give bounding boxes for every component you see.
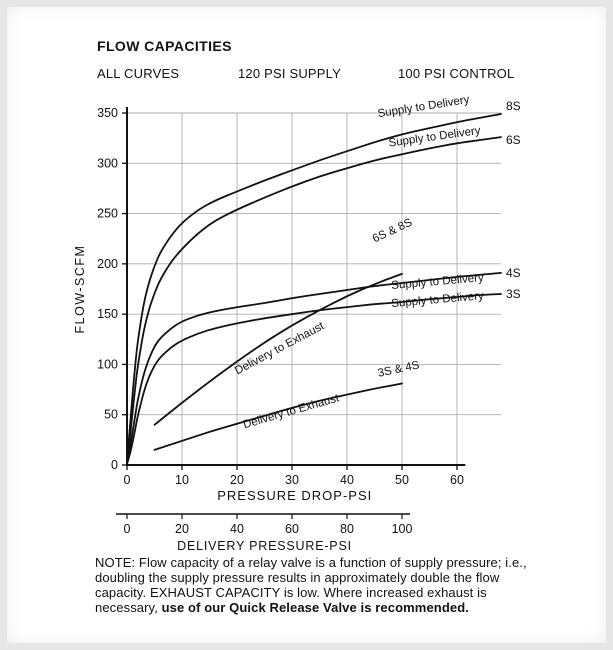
footnote: NOTE: Flow capacity of a relay valve is … [95,555,531,615]
svg-text:60: 60 [285,522,299,536]
svg-text:250: 250 [97,207,118,221]
y-axis-title: FLOW-SCFM [73,245,87,334]
curve-s2d-4s [126,272,502,464]
svg-text:80: 80 [340,522,354,536]
svg-text:100: 100 [392,522,413,536]
condition-control-pressure: 100 PSI CONTROL [398,66,515,81]
svg-text:60: 60 [450,473,464,487]
curve-s2d-8s [126,113,502,461]
curve-d2e-3s-4s [153,382,403,451]
footnote-bold-text: use of our Quick Release Valve is recomm… [161,600,469,616]
svg-text:50: 50 [395,473,409,487]
svg-text:6S & 8S: 6S & 8S [371,216,415,245]
svg-text:0: 0 [124,522,131,536]
svg-text:Supply to Delivery: Supply to Delivery [377,94,471,120]
delivery-pressure-axis: 0 20 40 60 80 100 DELIVERY PRESSURE-PSI [116,513,413,553]
svg-text:300: 300 [97,156,118,170]
curve-s2d-6s [126,136,502,463]
svg-text:100: 100 [97,357,118,371]
svg-text:150: 150 [97,307,118,321]
curves [126,113,502,465]
x-axis-title: PRESSURE DROP-PSI [217,488,372,503]
size-labels: 8S 6S 4S 3S [506,99,521,301]
grid [127,112,501,465]
tick-marks [122,112,458,470]
x-tick-labels: 0 10 20 30 40 50 60 [124,473,464,487]
footnote-text: NOTE: Flow capacity of a relay valve is … [95,555,527,616]
curve-s2d-3s [126,293,502,465]
svg-text:Delivery to Exhaust: Delivery to Exhaust [233,320,327,377]
svg-text:20: 20 [230,473,244,487]
svg-text:3S: 3S [506,287,521,301]
condition-supply-pressure: 120 PSI SUPPLY [238,66,342,81]
figure-title: FLOW CAPACITIES [97,38,232,54]
x2-axis-title: DELIVERY PRESSURE-PSI [177,539,352,553]
svg-text:Supply to Delivery: Supply to Delivery [391,290,485,310]
svg-text:0: 0 [111,458,118,472]
svg-text:350: 350 [97,106,118,120]
svg-text:200: 200 [97,257,118,271]
svg-text:4S: 4S [506,266,521,280]
svg-text:20: 20 [175,522,189,536]
svg-text:50: 50 [104,408,118,422]
svg-text:40: 40 [340,473,354,487]
condition-all-curves: ALL CURVES [97,66,180,81]
svg-text:3S & 4S: 3S & 4S [377,359,421,380]
svg-text:Supply to Delivery: Supply to Delivery [391,272,485,292]
y-tick-labels: 0 50 100 150 200 250 300 350 [97,106,118,472]
svg-text:0: 0 [124,473,131,487]
svg-text:6S: 6S [506,133,521,147]
svg-text:40: 40 [230,522,244,536]
svg-text:30: 30 [285,473,299,487]
flow-chart: 0 10 20 30 40 50 60050100150200250300350PRESSU… [73,94,521,553]
svg-text:8S: 8S [506,99,521,113]
svg-text:10: 10 [175,473,189,487]
curve-d2e-6s-8s [153,273,403,426]
